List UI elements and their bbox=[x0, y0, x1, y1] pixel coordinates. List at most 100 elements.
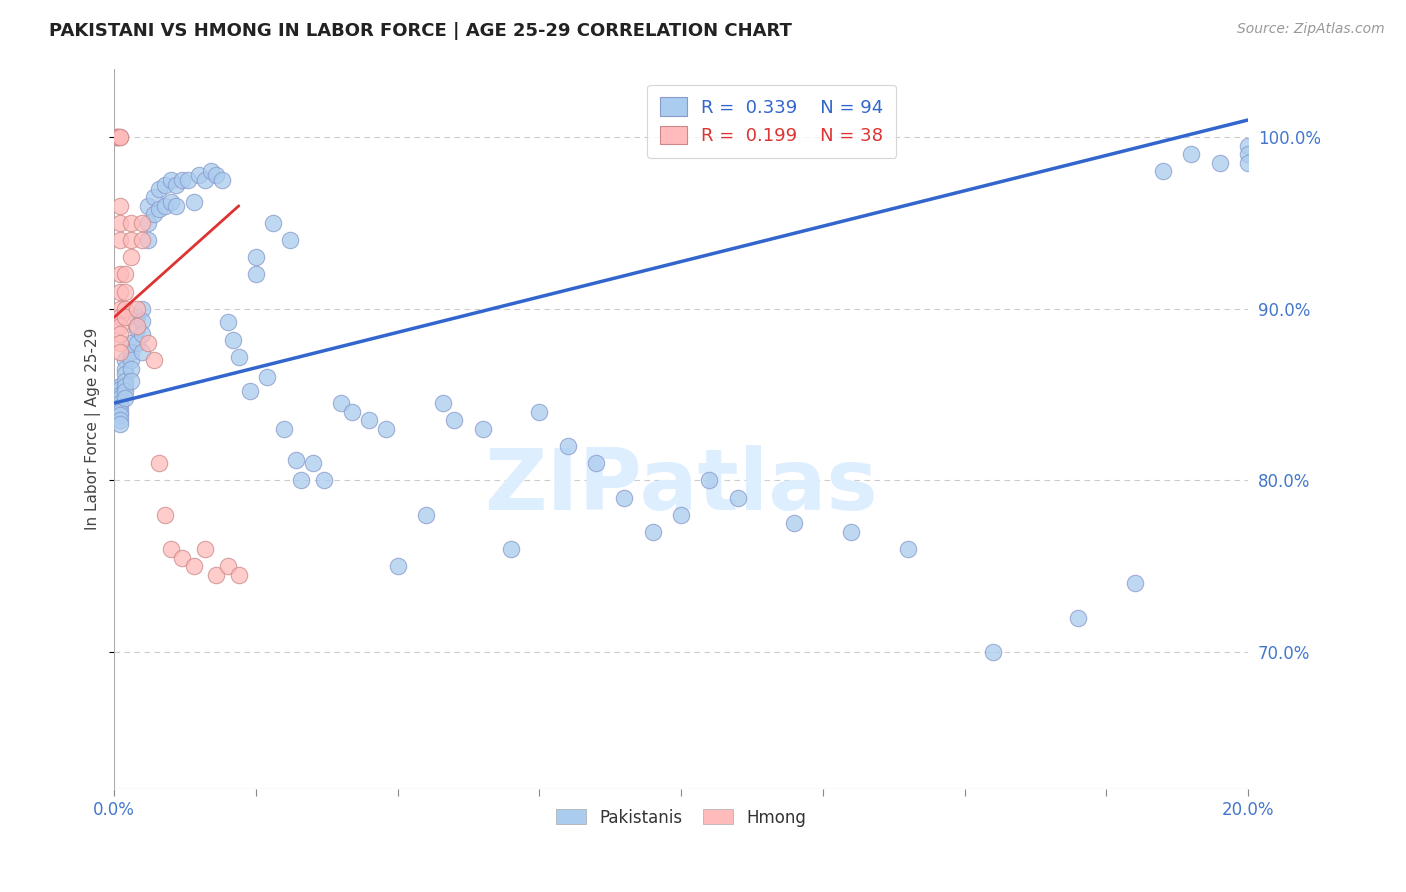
Point bbox=[108, 413, 131, 427]
Point bbox=[108, 216, 131, 230]
Point bbox=[148, 456, 170, 470]
Point bbox=[142, 190, 165, 204]
Point bbox=[669, 508, 692, 522]
Point bbox=[108, 310, 131, 325]
Point bbox=[148, 202, 170, 217]
Point bbox=[159, 541, 181, 556]
Point bbox=[148, 181, 170, 195]
Point bbox=[108, 285, 131, 299]
Point bbox=[783, 516, 806, 531]
Point bbox=[329, 396, 352, 410]
Point bbox=[108, 379, 131, 393]
Point bbox=[557, 439, 579, 453]
Point bbox=[228, 350, 250, 364]
Point bbox=[1237, 156, 1260, 170]
Point bbox=[114, 301, 136, 316]
Point bbox=[114, 285, 136, 299]
Point bbox=[108, 396, 131, 410]
Point bbox=[641, 524, 664, 539]
Point bbox=[105, 130, 128, 145]
Point bbox=[131, 233, 153, 247]
Point bbox=[443, 413, 465, 427]
Point bbox=[153, 178, 176, 193]
Point bbox=[114, 310, 136, 325]
Point bbox=[108, 268, 131, 282]
Point bbox=[172, 550, 194, 565]
Point bbox=[839, 524, 862, 539]
Point bbox=[108, 344, 131, 359]
Point bbox=[120, 344, 142, 359]
Point bbox=[1123, 576, 1146, 591]
Point bbox=[1237, 147, 1260, 161]
Point bbox=[222, 333, 245, 347]
Point bbox=[136, 336, 159, 351]
Point bbox=[278, 233, 301, 247]
Point bbox=[131, 327, 153, 342]
Point bbox=[125, 310, 148, 325]
Point bbox=[153, 508, 176, 522]
Point bbox=[245, 250, 267, 264]
Point bbox=[172, 173, 194, 187]
Point bbox=[125, 322, 148, 336]
Point bbox=[159, 195, 181, 210]
Point bbox=[108, 318, 131, 333]
Point bbox=[217, 559, 239, 574]
Point bbox=[471, 422, 494, 436]
Point bbox=[183, 559, 205, 574]
Point bbox=[188, 168, 211, 182]
Point bbox=[301, 456, 323, 470]
Point bbox=[142, 207, 165, 221]
Point bbox=[108, 408, 131, 422]
Point bbox=[499, 541, 522, 556]
Point bbox=[613, 491, 636, 505]
Point bbox=[120, 353, 142, 368]
Point bbox=[108, 391, 131, 405]
Point bbox=[136, 199, 159, 213]
Point bbox=[120, 216, 142, 230]
Point bbox=[312, 474, 335, 488]
Point bbox=[194, 173, 217, 187]
Point bbox=[114, 361, 136, 376]
Point bbox=[290, 474, 312, 488]
Point bbox=[108, 400, 131, 414]
Point bbox=[183, 195, 205, 210]
Point bbox=[1067, 610, 1090, 624]
Point bbox=[105, 130, 128, 145]
Point bbox=[166, 178, 188, 193]
Point bbox=[108, 383, 131, 397]
Point bbox=[256, 370, 278, 384]
Point bbox=[108, 387, 131, 401]
Point bbox=[205, 567, 228, 582]
Point bbox=[114, 379, 136, 393]
Point bbox=[108, 336, 131, 351]
Point bbox=[105, 130, 128, 145]
Point bbox=[897, 541, 920, 556]
Point bbox=[131, 216, 153, 230]
Point bbox=[1237, 138, 1260, 153]
Point bbox=[114, 391, 136, 405]
Point bbox=[727, 491, 749, 505]
Point bbox=[125, 301, 148, 316]
Point bbox=[114, 367, 136, 381]
Point bbox=[108, 417, 131, 431]
Point bbox=[108, 130, 131, 145]
Point bbox=[205, 168, 228, 182]
Text: ZIPatlas: ZIPatlas bbox=[484, 445, 877, 528]
Point bbox=[120, 374, 142, 388]
Point bbox=[200, 164, 222, 178]
Point bbox=[342, 405, 364, 419]
Point bbox=[529, 405, 551, 419]
Y-axis label: In Labor Force | Age 25-29: In Labor Force | Age 25-29 bbox=[86, 327, 101, 530]
Text: PAKISTANI VS HMONG IN LABOR FORCE | AGE 25-29 CORRELATION CHART: PAKISTANI VS HMONG IN LABOR FORCE | AGE … bbox=[49, 22, 792, 40]
Point bbox=[262, 216, 284, 230]
Point bbox=[120, 336, 142, 351]
Point bbox=[415, 508, 437, 522]
Point bbox=[981, 645, 1004, 659]
Point bbox=[375, 422, 398, 436]
Point bbox=[120, 233, 142, 247]
Point bbox=[387, 559, 409, 574]
Legend: Pakistanis, Hmong: Pakistanis, Hmong bbox=[548, 800, 814, 835]
Point bbox=[211, 173, 233, 187]
Point bbox=[1180, 147, 1202, 161]
Point bbox=[1208, 156, 1230, 170]
